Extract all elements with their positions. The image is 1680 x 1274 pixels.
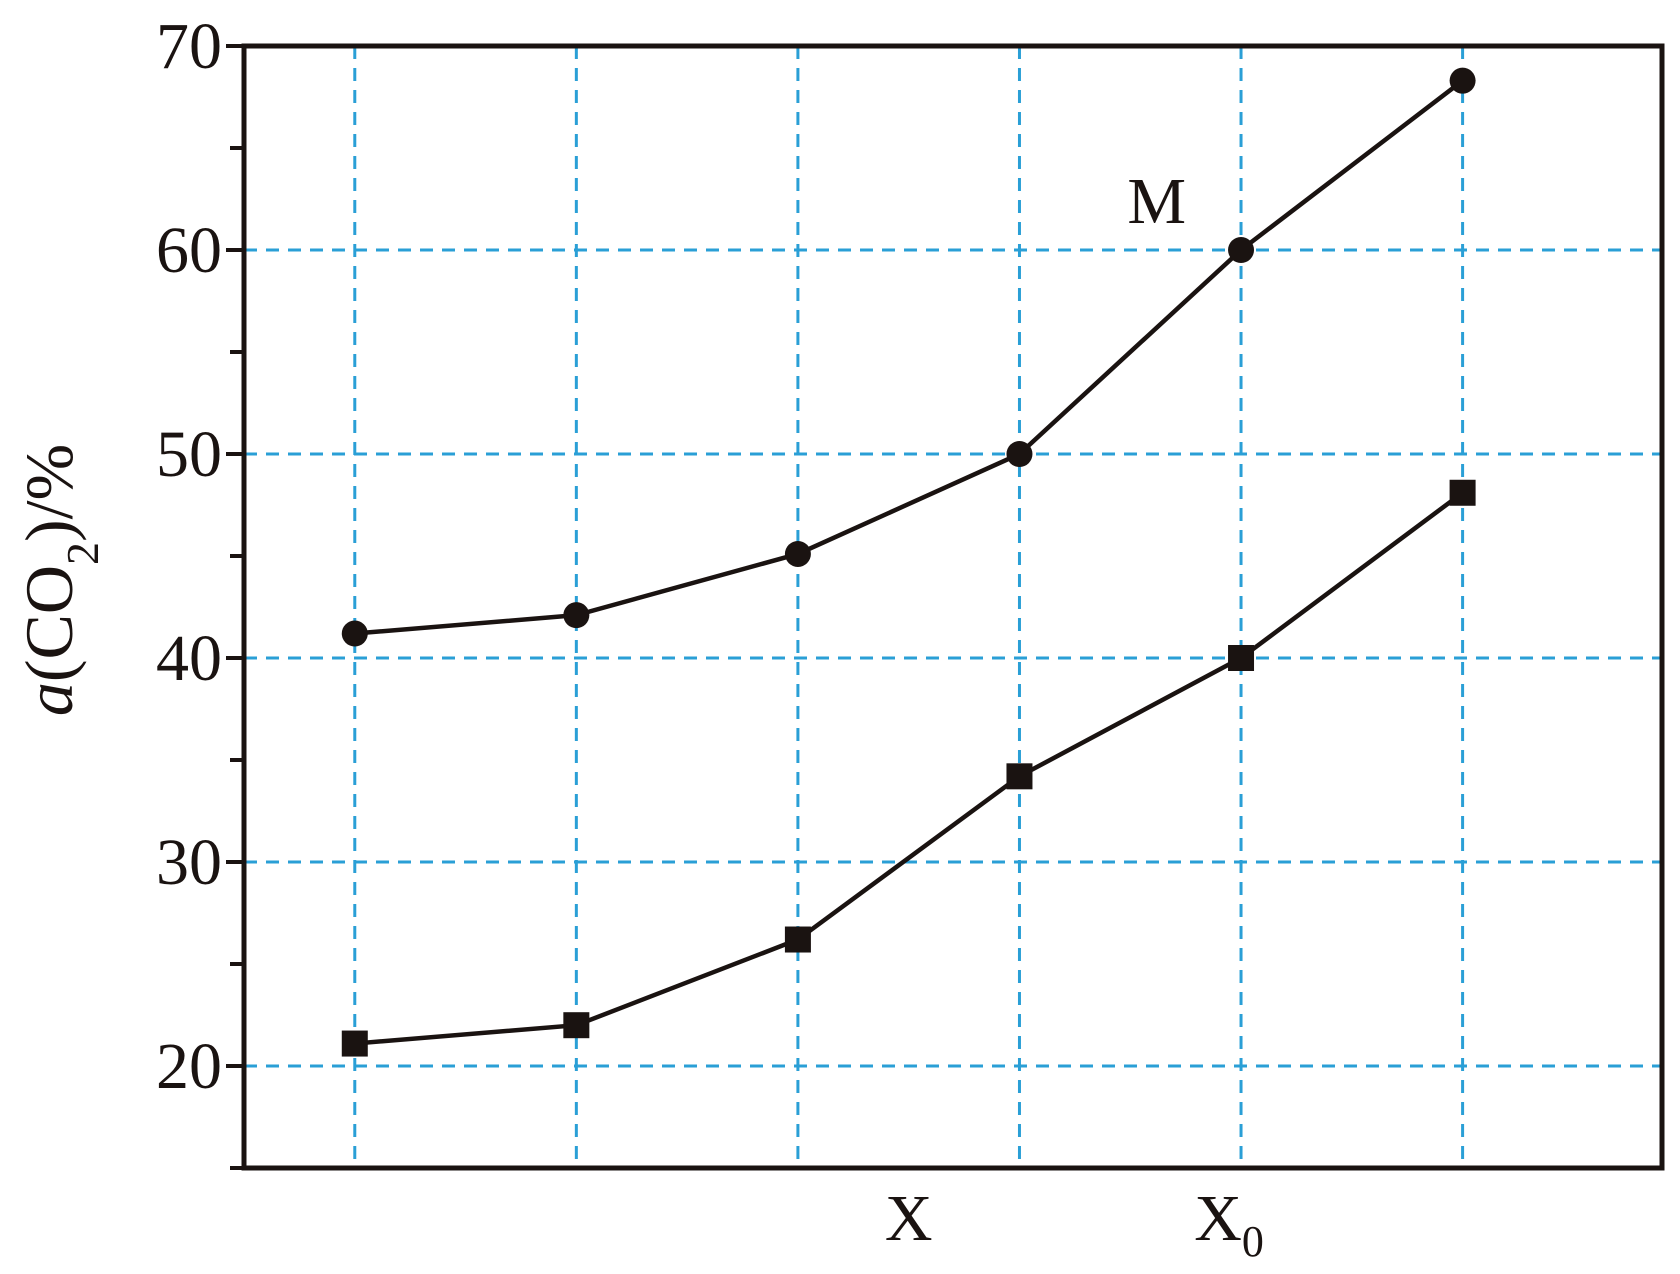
y-tick-label: 70 — [156, 10, 222, 83]
y-axis-ticks: 20 30 40 50 60 70 — [156, 10, 244, 1170]
series-1-point — [563, 602, 590, 629]
series-1-line — [354, 78, 1464, 636]
series-1-point — [1228, 237, 1255, 263]
grid-lines — [244, 46, 1662, 1168]
annotation-label: M — [1127, 165, 1186, 238]
series-2-point — [1449, 479, 1476, 506]
y-axis-label-subscript: 2 — [57, 542, 108, 565]
series-2-line — [354, 490, 1464, 1046]
series-1-point — [341, 620, 368, 647]
plot-frame — [241, 43, 1665, 1171]
annotations: M — [1127, 165, 1186, 238]
y-axis-label: a(CO2)/% — [11, 444, 108, 716]
y-axis-label-symbol: a — [11, 682, 87, 716]
series-2-point — [784, 926, 811, 953]
y-axis-label-close: )/% — [11, 444, 87, 542]
y-tick-label: 30 — [156, 826, 222, 899]
y-axis-label-open: (CO — [11, 565, 87, 682]
y-tick-label: 50 — [156, 418, 222, 491]
series-1-point — [1006, 441, 1033, 467]
series-2-point — [341, 1030, 368, 1057]
x-axis-tick-labels: X X0 — [885, 1182, 1264, 1266]
series-2-point — [1006, 763, 1033, 790]
y-tick-label: 40 — [156, 622, 222, 695]
x-tick-label: X — [885, 1182, 933, 1255]
series-group — [341, 67, 1476, 1057]
series-1-point — [1449, 67, 1476, 94]
series-1-point — [784, 540, 811, 567]
series-2-point — [563, 1012, 590, 1039]
series-2-point — [1228, 645, 1255, 671]
x-tick-label: X0 — [1194, 1182, 1264, 1266]
y-tick-label: 20 — [156, 1030, 222, 1103]
y-tick-label: 60 — [156, 214, 222, 287]
